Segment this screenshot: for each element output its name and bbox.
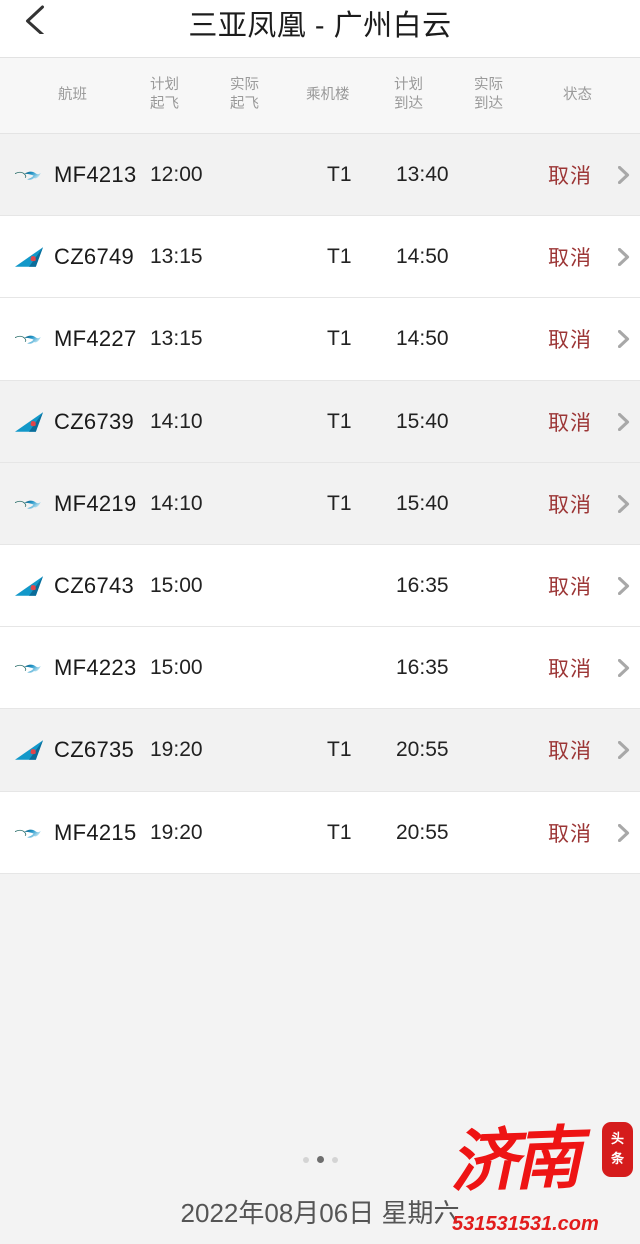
- svg-text:头: 头: [611, 1131, 624, 1146]
- svg-text:531531531.com: 531531531.com: [452, 1213, 599, 1232]
- svg-text:条: 条: [611, 1151, 625, 1166]
- svg-text:济南: 济南: [450, 1120, 593, 1201]
